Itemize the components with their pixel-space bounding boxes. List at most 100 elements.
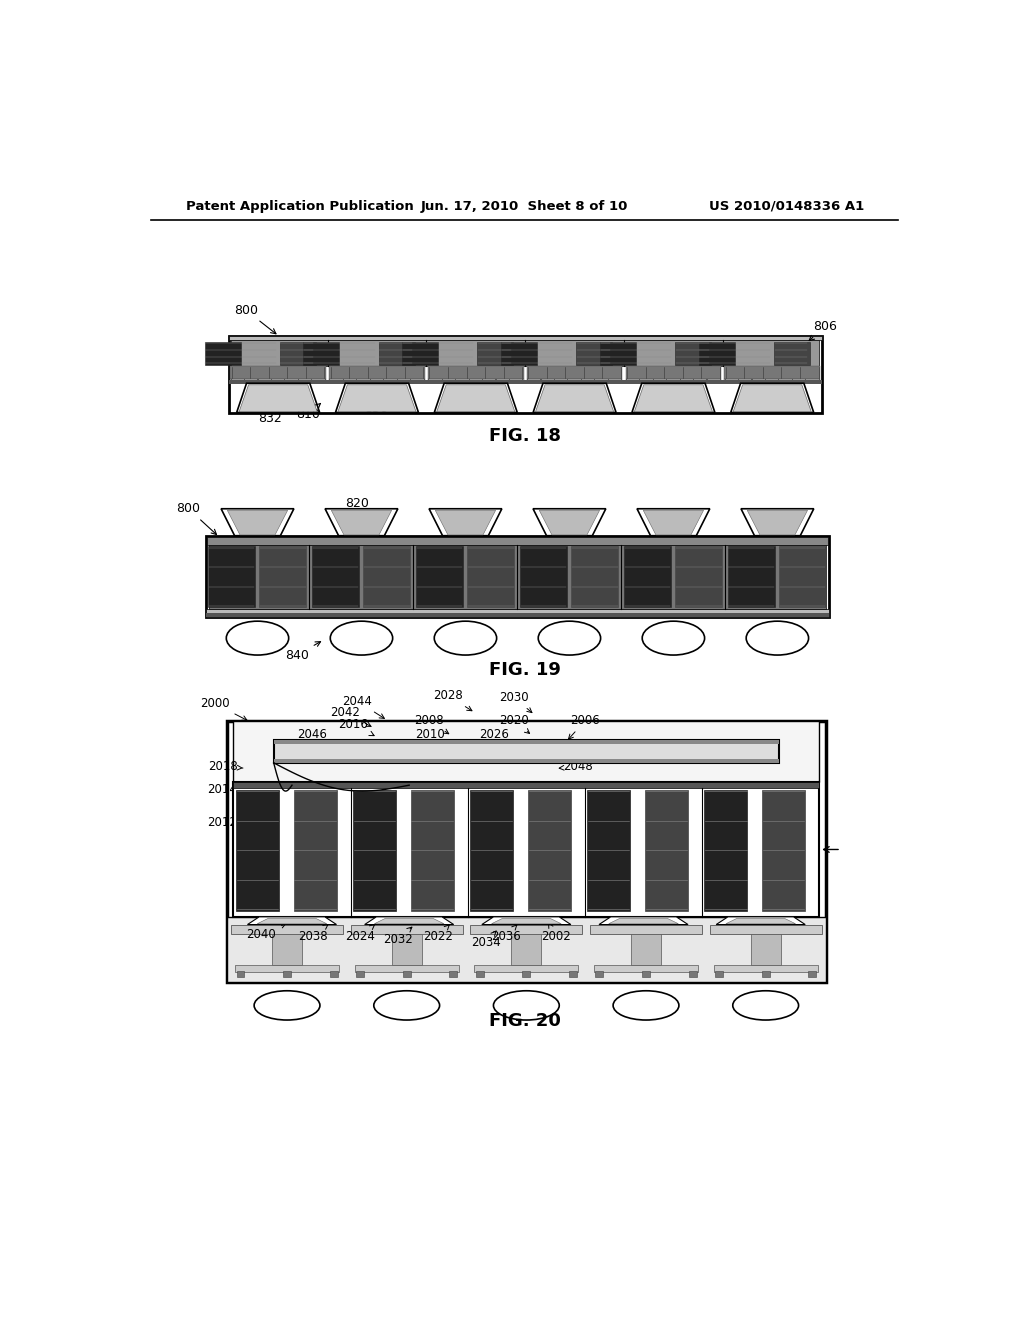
Bar xyxy=(230,367,326,379)
Bar xyxy=(594,965,698,973)
Ellipse shape xyxy=(226,622,289,655)
Ellipse shape xyxy=(374,991,439,1020)
Bar xyxy=(234,965,339,973)
Text: 832: 832 xyxy=(258,404,292,425)
Bar xyxy=(522,379,523,383)
Ellipse shape xyxy=(494,991,559,1020)
Text: 836: 836 xyxy=(365,397,392,416)
Polygon shape xyxy=(338,385,416,412)
Bar xyxy=(330,379,331,383)
Bar xyxy=(383,379,384,383)
Ellipse shape xyxy=(733,991,799,1020)
Ellipse shape xyxy=(539,622,601,655)
Bar xyxy=(257,379,258,383)
Bar xyxy=(208,546,255,607)
Bar xyxy=(227,917,825,982)
Polygon shape xyxy=(237,383,319,412)
Bar xyxy=(725,379,726,383)
Text: 2018: 2018 xyxy=(208,760,243,774)
Bar xyxy=(379,342,415,364)
Bar xyxy=(244,379,245,383)
Bar xyxy=(762,970,770,977)
Bar xyxy=(329,367,425,379)
Bar xyxy=(511,933,542,965)
Bar xyxy=(343,379,344,383)
Bar xyxy=(441,379,442,383)
Polygon shape xyxy=(429,508,502,536)
Polygon shape xyxy=(534,383,616,412)
Ellipse shape xyxy=(613,991,679,1020)
Bar xyxy=(590,924,702,933)
Bar xyxy=(228,380,821,384)
Polygon shape xyxy=(239,385,317,412)
Bar xyxy=(206,609,829,616)
Bar xyxy=(707,379,708,383)
Polygon shape xyxy=(257,919,327,924)
Polygon shape xyxy=(325,508,398,536)
Ellipse shape xyxy=(642,622,705,655)
Bar xyxy=(626,367,721,379)
Bar xyxy=(541,379,542,383)
Polygon shape xyxy=(534,508,606,536)
Bar xyxy=(233,721,819,781)
Text: US 2010/0148336 A1: US 2010/0148336 A1 xyxy=(709,199,864,213)
Bar xyxy=(206,536,829,616)
Text: 806: 806 xyxy=(809,319,838,341)
Bar xyxy=(230,379,231,383)
Text: 2012: 2012 xyxy=(208,816,244,829)
Bar xyxy=(626,379,721,383)
Polygon shape xyxy=(435,511,496,535)
Bar xyxy=(569,970,577,977)
Bar xyxy=(645,789,688,911)
Polygon shape xyxy=(221,508,294,536)
Bar xyxy=(738,379,739,383)
Bar xyxy=(273,739,779,763)
Text: 2044: 2044 xyxy=(342,694,384,718)
Bar xyxy=(689,970,696,977)
Text: 2040: 2040 xyxy=(247,924,286,941)
Polygon shape xyxy=(741,508,814,536)
Bar xyxy=(792,379,793,383)
Bar xyxy=(762,789,805,911)
Bar xyxy=(675,546,722,607)
Ellipse shape xyxy=(746,622,809,655)
Bar xyxy=(496,379,497,383)
Bar xyxy=(285,379,286,383)
Text: 2046: 2046 xyxy=(298,727,335,744)
Bar xyxy=(567,379,568,383)
Bar xyxy=(233,781,819,917)
Bar xyxy=(607,379,608,383)
Bar xyxy=(273,759,779,763)
Bar xyxy=(714,965,818,973)
Polygon shape xyxy=(643,511,703,535)
Bar xyxy=(520,546,567,607)
Bar xyxy=(571,546,618,607)
Polygon shape xyxy=(608,919,678,924)
Bar xyxy=(271,379,272,383)
Text: 2048: 2048 xyxy=(559,760,592,774)
Polygon shape xyxy=(492,919,561,924)
Bar xyxy=(474,965,579,973)
Bar xyxy=(356,379,357,383)
Bar xyxy=(351,924,463,933)
Bar xyxy=(728,546,775,607)
Bar xyxy=(522,970,530,977)
Polygon shape xyxy=(536,385,613,412)
Bar xyxy=(680,379,681,383)
Bar xyxy=(353,789,396,911)
Bar xyxy=(231,341,819,367)
Bar xyxy=(411,789,454,911)
Bar xyxy=(642,970,650,977)
Bar xyxy=(428,379,429,383)
Bar xyxy=(809,970,816,977)
Bar xyxy=(354,965,459,973)
Text: 2032: 2032 xyxy=(383,927,413,946)
Bar xyxy=(311,546,359,607)
Bar xyxy=(470,789,513,911)
Bar xyxy=(476,970,483,977)
Polygon shape xyxy=(731,383,814,412)
Polygon shape xyxy=(748,511,808,535)
Bar xyxy=(588,789,630,911)
Bar xyxy=(765,379,766,383)
Text: 820: 820 xyxy=(345,496,384,517)
